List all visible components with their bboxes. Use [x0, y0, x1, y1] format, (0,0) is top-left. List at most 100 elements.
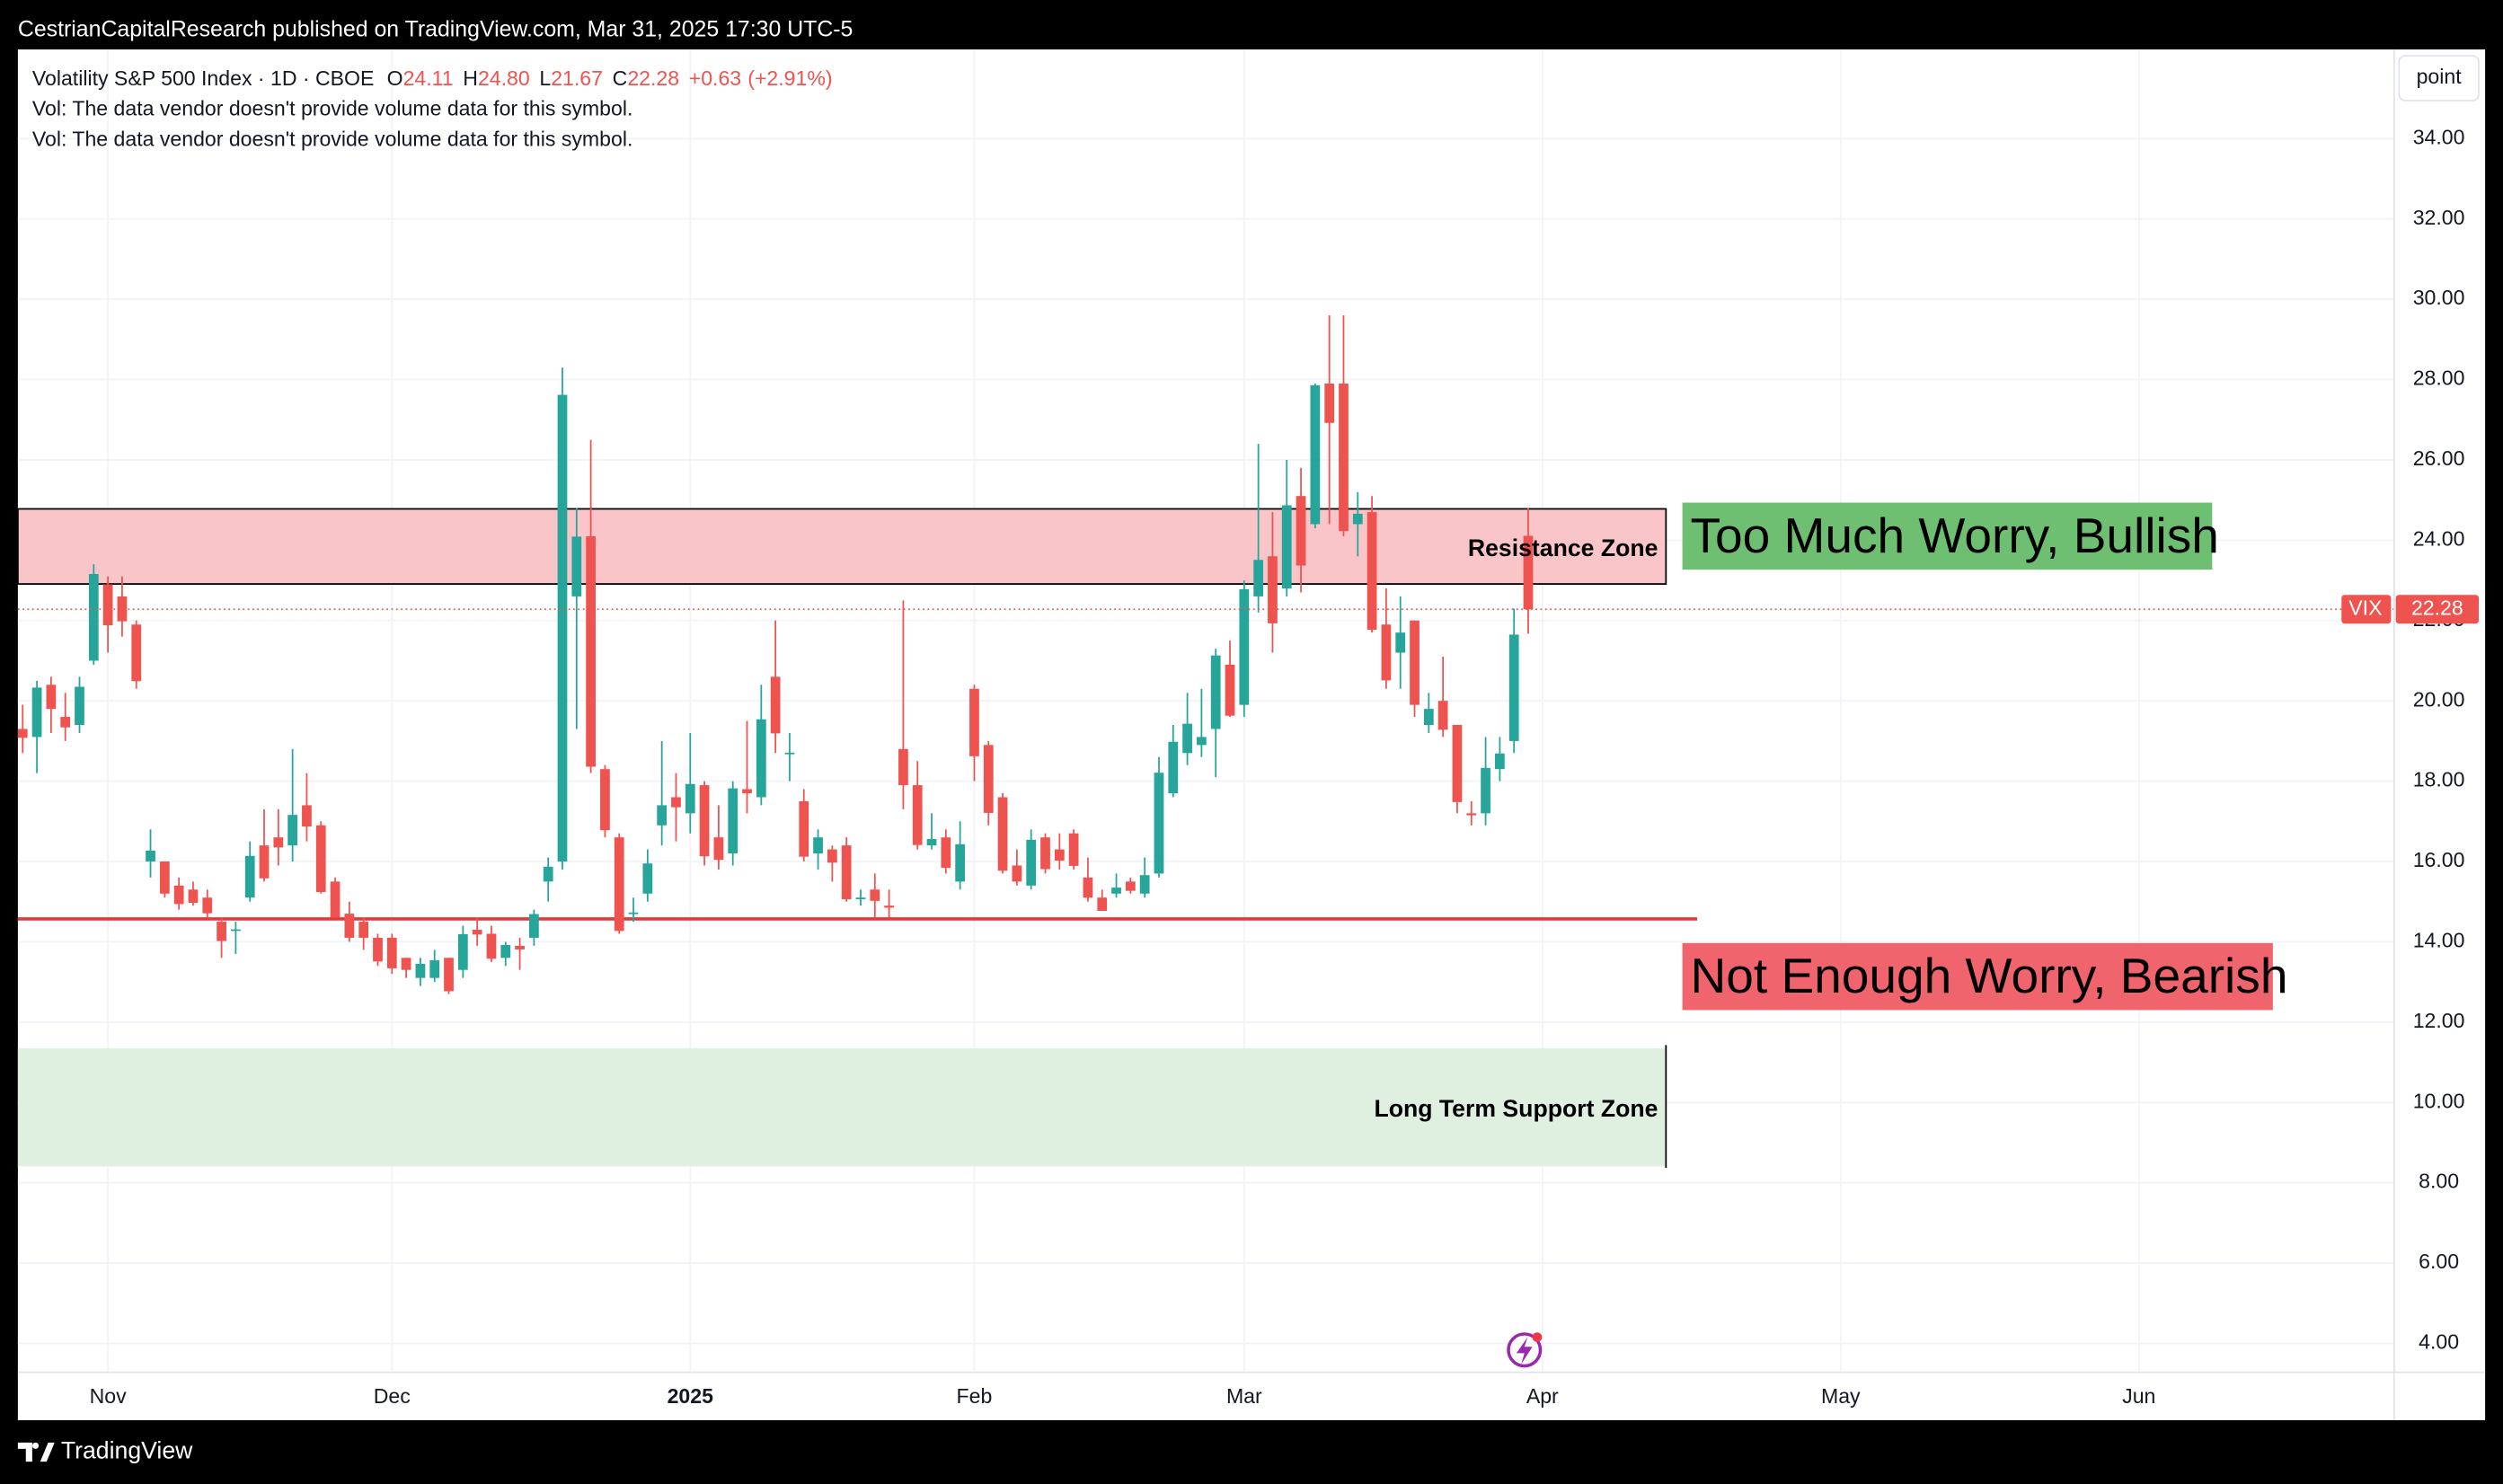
candle-body — [557, 394, 568, 862]
candle-body — [1268, 556, 1278, 623]
candle-body — [1395, 632, 1406, 653]
candle-body — [1508, 634, 1519, 741]
x-tick-label: Dec — [374, 1384, 411, 1408]
icon-bolt — [1516, 1337, 1533, 1365]
candle-body — [600, 769, 610, 831]
candle-body — [17, 729, 28, 738]
candle-body — [1352, 513, 1363, 525]
candle-body — [1310, 384, 1321, 525]
candle-body — [415, 964, 426, 978]
y-tick-label: 8.00 — [2419, 1170, 2459, 1193]
ohlc-value: 24.11 — [403, 66, 454, 90]
candle-body — [1040, 837, 1050, 870]
candle-body — [941, 837, 951, 869]
candle-body — [273, 837, 284, 848]
y-tick-label: 4.00 — [2419, 1330, 2459, 1354]
candle-body — [401, 958, 411, 970]
callout-text: Not Enough Worry, Bearish — [1690, 948, 2287, 1003]
y-tick-label: 20.00 — [2413, 687, 2465, 711]
candle-body — [131, 624, 142, 682]
symbol: Volatility S&P 500 Index · 1D · CBOE — [32, 66, 375, 90]
change-pct: (+2.91%) — [747, 66, 832, 90]
candle-body — [146, 850, 155, 862]
ohlc-value: 22.28 — [627, 66, 679, 90]
zone — [16, 508, 1667, 585]
candle-body — [1225, 664, 1235, 716]
brand-logo — [17, 1442, 55, 1462]
icon-ring — [1507, 1332, 1543, 1368]
candle-body — [1381, 624, 1392, 681]
y-tick-label: 34.00 — [2413, 125, 2465, 148]
ohlc-label: O — [387, 66, 403, 90]
y-tick-label: 28.00 — [2413, 367, 2465, 390]
candle-body — [628, 912, 639, 914]
candle-body — [969, 688, 979, 756]
candle-body — [358, 922, 369, 938]
candle-body — [997, 797, 1008, 871]
candle-body — [373, 937, 383, 962]
candle-body — [60, 717, 71, 728]
volume-note: Vol: The data vendor doesn't provide vol… — [32, 97, 633, 120]
candle-body — [870, 889, 880, 901]
candle-body — [756, 719, 766, 798]
candle-body — [1111, 888, 1121, 894]
publish-line: CestrianCapitalResearch published on Tra… — [18, 16, 853, 41]
legend-line: Volatility S&P 500 Index · 1D · CBOE O24.… — [32, 66, 833, 90]
alert-icon[interactable] — [1507, 1332, 1543, 1368]
candle-body — [685, 783, 695, 814]
change: +0.63 — [689, 66, 741, 90]
candle-body — [429, 959, 440, 978]
candle-body — [1423, 709, 1434, 726]
candle-body — [1012, 865, 1022, 882]
candle-body — [330, 881, 341, 918]
candle-body — [1523, 535, 1534, 610]
candle-body — [983, 745, 994, 813]
x-tick-label: Nov — [90, 1384, 128, 1408]
candle-body — [770, 676, 781, 734]
candle-body — [912, 785, 923, 845]
candle-body — [1210, 655, 1221, 729]
candle-body — [302, 805, 312, 827]
icon-dot — [1532, 1332, 1543, 1342]
candle-body — [202, 897, 213, 914]
candle-body — [231, 929, 241, 932]
candle-body — [1495, 753, 1505, 770]
candle-body — [955, 844, 966, 882]
y-tick-label: 32.00 — [2413, 206, 2465, 229]
ticker-tag-label: VIX — [2348, 596, 2382, 619]
candle-body — [1437, 701, 1448, 730]
scale-button-label[interactable]: point — [2417, 65, 2463, 88]
candle-body — [472, 930, 482, 935]
x-tick-label: Feb — [957, 1384, 993, 1408]
candle-body — [1168, 741, 1179, 794]
candle-body — [1154, 773, 1164, 874]
candle-body — [529, 914, 539, 938]
price-tag-label: 22.28 — [2411, 596, 2463, 619]
candle-body — [614, 837, 624, 932]
candle-body — [173, 885, 184, 905]
ohlc-value: 21.67 — [551, 66, 603, 90]
candle-body — [657, 805, 668, 826]
candle-body — [1097, 897, 1108, 911]
y-tick-label: 30.00 — [2413, 286, 2465, 309]
scale-button[interactable] — [2398, 55, 2480, 102]
candle-body — [1083, 877, 1093, 898]
candle-body — [713, 837, 724, 861]
x-tick-label: Mar — [1226, 1384, 1262, 1408]
candle-body — [1339, 384, 1349, 532]
candle-body — [1125, 881, 1136, 891]
plot: Resistance Zone Long Term Support Zone Too… — [16, 315, 2394, 1169]
candle-body — [1281, 505, 1292, 589]
candle-body — [31, 687, 42, 738]
candle-body — [1410, 620, 1420, 705]
callout-text: Too Much Worry, Bullish — [1690, 508, 2218, 563]
candle-body — [486, 933, 497, 959]
y-tick-label: 18.00 — [2413, 768, 2465, 791]
candle-body — [841, 845, 852, 900]
candle-body — [1026, 839, 1037, 886]
price-tag — [2395, 595, 2480, 624]
candle-body — [1452, 725, 1463, 802]
candle-body — [500, 944, 511, 958]
candle-body — [102, 584, 113, 626]
